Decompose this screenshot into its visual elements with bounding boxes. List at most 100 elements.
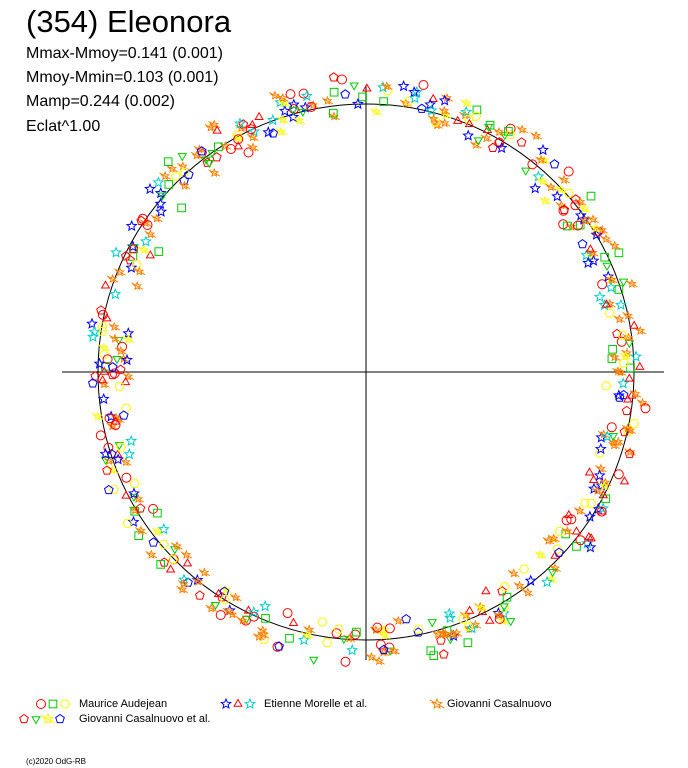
data-point xyxy=(154,247,164,256)
data-point xyxy=(504,127,513,136)
data-point xyxy=(384,623,395,634)
data-point xyxy=(552,544,563,554)
data-point xyxy=(194,590,205,600)
data-point xyxy=(109,288,122,300)
data-point xyxy=(233,134,244,145)
data-point xyxy=(145,549,158,559)
data-point xyxy=(559,204,570,214)
data-point xyxy=(622,310,634,320)
data-point xyxy=(563,166,574,177)
data-point xyxy=(178,180,191,190)
data-point xyxy=(460,97,473,108)
data-point xyxy=(621,423,634,433)
data-point xyxy=(261,614,270,623)
data-point xyxy=(234,117,246,129)
data-point xyxy=(535,154,547,165)
data-point xyxy=(595,463,607,473)
data-point xyxy=(107,362,118,372)
data-point xyxy=(594,448,605,458)
data-point xyxy=(232,130,243,140)
data-point xyxy=(207,150,217,159)
data-point xyxy=(365,651,378,662)
data-point xyxy=(499,582,510,592)
data-point xyxy=(608,344,617,354)
stat-eclat: Eclat^1.00 xyxy=(26,118,101,135)
data-point xyxy=(600,233,612,244)
data-point xyxy=(605,281,618,293)
data-point xyxy=(484,615,495,624)
data-point xyxy=(577,238,588,249)
data-point xyxy=(597,502,610,514)
data-point xyxy=(604,308,615,318)
data-point xyxy=(97,322,108,332)
data-point xyxy=(155,205,168,217)
data-point xyxy=(541,575,554,588)
data-point xyxy=(252,631,265,641)
data-point xyxy=(351,97,364,110)
data-point xyxy=(622,332,635,342)
data-point xyxy=(183,169,194,179)
data-point xyxy=(119,456,132,467)
data-point xyxy=(424,98,437,110)
data-point xyxy=(133,266,146,276)
data-point xyxy=(601,430,614,442)
data-point xyxy=(524,574,537,586)
data-point xyxy=(614,248,624,258)
data-point xyxy=(115,442,126,452)
data-point xyxy=(573,505,586,515)
data-point xyxy=(579,498,590,508)
data-point xyxy=(571,526,582,535)
data-point xyxy=(392,615,405,626)
data-point xyxy=(586,498,597,508)
data-point xyxy=(582,256,595,269)
data-point xyxy=(99,349,110,359)
data-point xyxy=(247,142,259,152)
legend-symbol-1-2 xyxy=(244,697,256,710)
data-point xyxy=(519,564,530,574)
data-point xyxy=(90,371,101,381)
legend-symbol-3-3 xyxy=(55,713,65,724)
data-point xyxy=(262,126,275,138)
data-point xyxy=(397,79,410,92)
data-point xyxy=(276,92,289,103)
data-point xyxy=(114,382,125,391)
data-point xyxy=(551,190,564,202)
legend-symbol-1-1 xyxy=(233,698,243,707)
data-point xyxy=(561,515,572,526)
data-point xyxy=(450,627,463,638)
data-point xyxy=(301,630,314,640)
data-point xyxy=(530,130,542,140)
data-point xyxy=(177,153,188,162)
data-point xyxy=(619,476,630,485)
data-point xyxy=(179,168,190,177)
data-point xyxy=(617,377,630,389)
data-point xyxy=(212,125,222,134)
data-point xyxy=(477,606,488,616)
data-point xyxy=(285,633,294,643)
data-point xyxy=(254,111,264,120)
data-point xyxy=(329,87,339,97)
data-point xyxy=(630,350,642,362)
data-point xyxy=(114,345,127,356)
data-point xyxy=(472,105,482,115)
data-point xyxy=(100,456,111,465)
data-point xyxy=(246,132,259,142)
data-point xyxy=(266,113,279,126)
data-point xyxy=(378,644,389,654)
data-point xyxy=(570,200,581,211)
data-point xyxy=(624,448,635,459)
data-point xyxy=(86,317,98,329)
data-point xyxy=(167,555,179,564)
data-point xyxy=(303,624,316,634)
data-point xyxy=(436,635,446,645)
data-point xyxy=(121,472,132,483)
data-point xyxy=(626,278,638,288)
data-point xyxy=(204,159,215,169)
data-point xyxy=(473,137,484,146)
data-point xyxy=(580,249,593,261)
data-point xyxy=(466,622,478,634)
data-point xyxy=(150,213,163,223)
data-point xyxy=(109,368,120,379)
data-point xyxy=(562,221,572,231)
data-point xyxy=(226,609,239,619)
